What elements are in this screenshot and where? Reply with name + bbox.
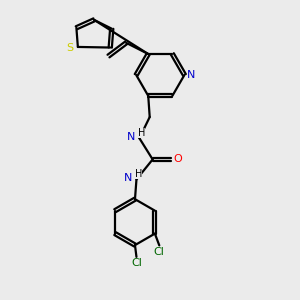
Text: H: H	[135, 169, 142, 179]
Text: Cl: Cl	[131, 258, 142, 268]
Text: N: N	[124, 173, 132, 183]
Text: H: H	[138, 128, 146, 138]
Text: N: N	[187, 70, 195, 80]
Text: Cl: Cl	[154, 247, 165, 257]
Text: S: S	[66, 44, 73, 53]
Text: N: N	[127, 132, 135, 142]
Text: O: O	[173, 154, 182, 164]
